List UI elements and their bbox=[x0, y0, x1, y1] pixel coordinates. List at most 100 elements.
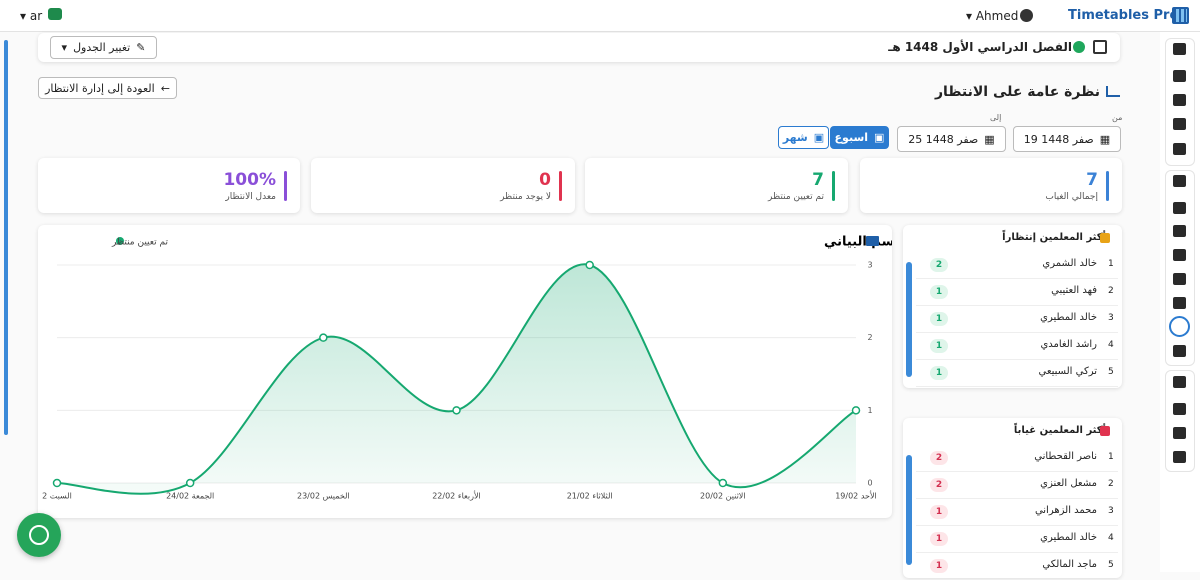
rank: 4 bbox=[1108, 533, 1114, 543]
teacher-name: ناصر القحطاني bbox=[1034, 451, 1097, 462]
point bbox=[185, 478, 195, 488]
sidebar-icon[interactable] bbox=[1173, 143, 1186, 155]
user-menu[interactable]: ▾ Ahmed bbox=[966, 9, 1019, 23]
list-row bbox=[916, 526, 1118, 553]
lang-switch[interactable]: ▾ ar bbox=[20, 9, 43, 23]
list-scrollbar[interactable] bbox=[906, 262, 912, 377]
chart: الرسم البياني 0 1 2 3 الأحد 19/02 الاثنين 20/… bbox=[42, 235, 892, 501]
sidebar-icon[interactable] bbox=[1173, 297, 1186, 309]
stat-accent bbox=[832, 171, 835, 201]
list-title: أكثر المعلمين غياباً bbox=[1013, 425, 1106, 436]
point bbox=[452, 406, 461, 415]
chart-icon bbox=[1106, 86, 1120, 97]
brand-logo bbox=[1172, 7, 1189, 24]
stat-value: 7 bbox=[1086, 170, 1098, 190]
area bbox=[57, 264, 856, 494]
stat-label: معدل الانتظار bbox=[225, 192, 276, 202]
count-badge: 1 bbox=[930, 505, 948, 519]
list-row bbox=[916, 472, 1118, 499]
button-label: شهر bbox=[782, 131, 808, 144]
list-row bbox=[916, 445, 1118, 472]
list-row bbox=[916, 333, 1118, 360]
point bbox=[851, 406, 861, 415]
teacher-name: خالد المطيري bbox=[1040, 532, 1097, 543]
legend-swatch bbox=[116, 237, 124, 245]
button-label: اسبوع bbox=[834, 131, 869, 144]
stat-card bbox=[38, 158, 300, 213]
waiting-card bbox=[903, 225, 1122, 388]
flag bbox=[48, 8, 62, 20]
point bbox=[319, 333, 328, 342]
sidebar-group bbox=[1165, 38, 1195, 166]
count-badge: 1 bbox=[930, 312, 948, 326]
point bbox=[585, 260, 594, 270]
week-button[interactable]: اسبوع ▣ bbox=[830, 126, 889, 149]
count-badge: 2 bbox=[930, 478, 948, 492]
sidebar-icon[interactable] bbox=[1173, 225, 1186, 237]
list-row bbox=[916, 306, 1118, 333]
date-value: 25 صفر 1448 bbox=[908, 132, 979, 146]
list-row bbox=[916, 360, 1118, 387]
teacher-name: فهد العتيبي bbox=[1051, 285, 1097, 296]
teacher-name: ماجد المالكي bbox=[1042, 559, 1097, 570]
table-icon bbox=[1093, 40, 1107, 54]
whatsapp-icon bbox=[29, 525, 49, 545]
stat-card bbox=[860, 158, 1122, 213]
page-title: نظرة عامة على الانتظار bbox=[934, 84, 1100, 100]
teacher-name: خالد الشمري bbox=[1042, 258, 1097, 269]
point bbox=[52, 478, 62, 488]
teacher-name: تركي السبيعي bbox=[1038, 366, 1097, 377]
sidebar-icon[interactable] bbox=[1173, 345, 1186, 357]
stat-accent bbox=[559, 171, 562, 201]
from-date[interactable]: 19 صفر 1448 ▦ bbox=[1013, 126, 1121, 152]
teacher-name: خالد المطيري bbox=[1040, 312, 1097, 323]
user-icon bbox=[1020, 9, 1033, 22]
count-badge: 1 bbox=[930, 559, 948, 573]
rank: 5 bbox=[1108, 367, 1114, 377]
rank: 1 bbox=[1108, 259, 1114, 269]
rank: 1 bbox=[1108, 452, 1114, 462]
stat-value: 100% bbox=[223, 170, 276, 190]
sidebar-icon[interactable] bbox=[1173, 249, 1186, 261]
top-bar bbox=[0, 0, 1200, 32]
list-icon bbox=[1100, 233, 1110, 243]
stat-value: 0 bbox=[539, 170, 551, 190]
term-bar bbox=[38, 33, 1120, 62]
stat-card bbox=[585, 158, 848, 213]
sidebar-icon[interactable] bbox=[1173, 273, 1186, 285]
sidebar-icon[interactable] bbox=[1173, 202, 1186, 214]
rank: 3 bbox=[1108, 313, 1114, 323]
x-tick-label: الاثنين 20/02 bbox=[700, 492, 746, 501]
sidebar-icon[interactable] bbox=[1173, 175, 1186, 187]
sidebar-icon[interactable] bbox=[1173, 70, 1186, 82]
button-label: تغيير الجدول bbox=[73, 41, 131, 54]
count-badge: 1 bbox=[930, 339, 948, 353]
stat-label: إجمالي الغياب bbox=[1045, 192, 1098, 202]
count-badge: 1 bbox=[930, 285, 948, 299]
count-badge: 1 bbox=[930, 366, 948, 380]
change-timetable-button[interactable]: ▾ تغيير الجدول ✎ bbox=[50, 36, 157, 59]
sidebar-icon-active[interactable] bbox=[1169, 316, 1190, 337]
sidebar-icon[interactable] bbox=[1173, 43, 1186, 55]
sidebar-icon[interactable] bbox=[1173, 403, 1186, 415]
stat-label: لا يوجد منتظر bbox=[500, 192, 551, 202]
sidebar-icon[interactable] bbox=[1173, 118, 1186, 130]
legend-label: تم تعيين منتظر bbox=[111, 238, 168, 248]
sidebar-icon[interactable] bbox=[1173, 376, 1186, 388]
check-icon bbox=[1073, 41, 1085, 53]
x-tick-label: الثلاثاء 21/02 bbox=[567, 492, 613, 501]
list-scrollbar[interactable] bbox=[906, 455, 912, 565]
teacher-name: راشد الغامدي bbox=[1040, 339, 1097, 350]
sidebar-icon[interactable] bbox=[1173, 94, 1186, 106]
to-date[interactable]: 25 صفر 1448 ▦ bbox=[897, 126, 1006, 152]
stat-label: تم تعيين منتظر bbox=[768, 192, 824, 202]
rank: 2 bbox=[1108, 286, 1114, 296]
x-tick-label: الأربعاء 22/02 bbox=[432, 491, 481, 501]
month-button[interactable]: شهر ▣ bbox=[778, 126, 829, 149]
brand: Timetables Pro bbox=[1068, 8, 1179, 23]
back-button[interactable]: العودة إلى إدارة الانتظار ← bbox=[38, 77, 177, 99]
sidebar-icon[interactable] bbox=[1173, 427, 1186, 439]
stat-value: 7 bbox=[812, 170, 824, 190]
sidebar-icon[interactable] bbox=[1173, 451, 1186, 463]
